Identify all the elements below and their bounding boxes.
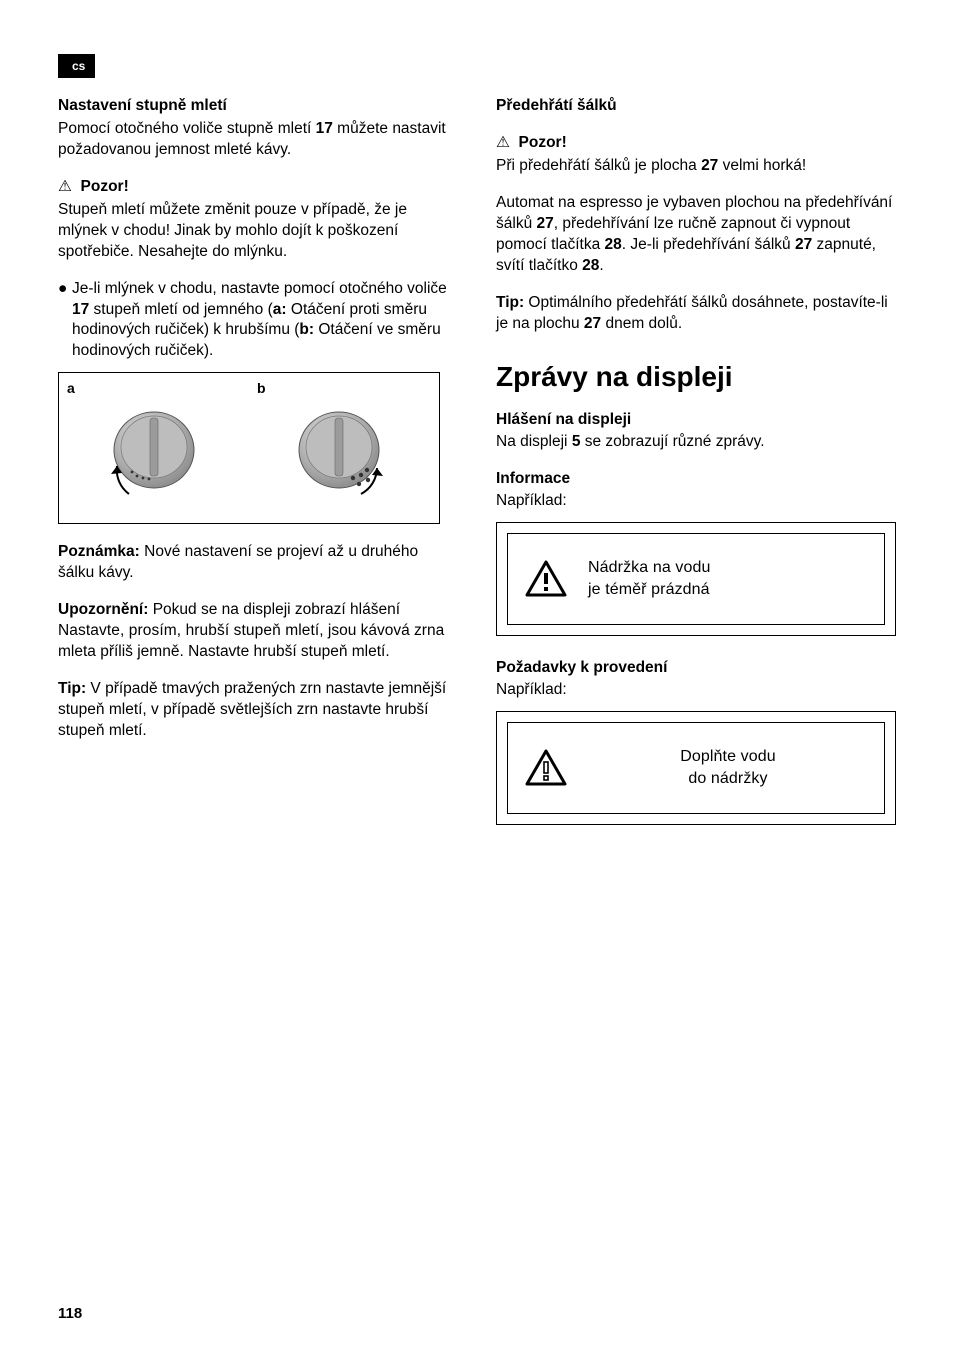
text: Při předehřátí šálků je plocha <box>496 157 701 174</box>
ref-27: 27 <box>537 215 554 232</box>
note-para: Poznámka: Nové nastavení se projeví až u… <box>58 542 458 584</box>
language-tab: cs <box>58 54 95 78</box>
warning-label: Pozor! <box>81 178 129 195</box>
knob-fine-icon <box>99 394 209 514</box>
ref-17: 17 <box>72 301 89 318</box>
text: . Je-li předehřívání šálků <box>622 236 795 253</box>
warning-text: Při předehřátí šálků je plocha 27 velmi … <box>496 156 896 177</box>
tip-label: Tip: <box>58 680 86 697</box>
line2: do nádržky <box>688 770 767 787</box>
right-column: Předehřátí šálků ⚠ Pozor! Při předehřátí… <box>496 96 896 847</box>
ref-17: 17 <box>316 120 333 137</box>
bullet-dot: ● <box>58 279 72 363</box>
figure-label-a: a <box>67 380 75 396</box>
line2: je téměř prázdná <box>588 581 710 598</box>
warning-label: Pozor! <box>519 134 567 151</box>
label-a: a: <box>273 301 287 318</box>
tip-label: Tip: <box>496 294 524 311</box>
ref-27: 27 <box>701 157 718 174</box>
text: Optimálního předehřátí šálků dosáhnete, … <box>496 294 888 332</box>
warning-icon: ⚠ <box>58 178 72 195</box>
page-number: 118 <box>58 1304 82 1324</box>
text: dnem dolů. <box>601 315 682 332</box>
req-example-label: Například: <box>496 680 896 701</box>
display-message-inner: Doplňte vodu do nádržky <box>507 722 885 814</box>
text: V případě tmavých pražených zrn nastav­t… <box>58 680 446 739</box>
section-heading-display-messages: Zprávy na displeji <box>496 358 896 396</box>
display-message-box-2: Doplňte vodu do nádržky <box>496 711 896 825</box>
warning-icon: ⚠ <box>496 134 510 151</box>
notice-label: Upozornění: <box>58 601 148 618</box>
notice-para: Upozornění: Pokud se na displeji zobrazí… <box>58 600 458 663</box>
left-para-1: Pomocí otočného voliče stupně mletí 17 m… <box>58 119 458 161</box>
figure-label-b: b <box>257 380 266 396</box>
text: Pomocí otočného voliče stupně mletí <box>58 120 316 137</box>
warning-label-row: ⚠ Pozor! <box>496 133 896 154</box>
text: Je-li mlýnek v chodu, nastavte pomocí ot… <box>72 280 447 297</box>
display-message-inner: Nádržka na vodu je téměř prázdná <box>507 533 885 625</box>
right-heading-1: Předehřátí šálků <box>496 96 896 117</box>
text: se zobrazují různé zprávy. <box>580 433 764 450</box>
line1: Doplňte vodu <box>680 748 776 765</box>
alert-outline-icon <box>524 748 568 788</box>
ref-27: 27 <box>795 236 812 253</box>
label-b: b: <box>299 321 314 338</box>
warning-label-row: ⚠ Pozor! <box>58 177 458 198</box>
right-para-2: Automat na espresso je vybaven plochou n… <box>496 193 896 277</box>
text: Na displeji <box>496 433 572 450</box>
left-column: Nastavení stupně mletí Pomocí otočného v… <box>58 96 458 847</box>
figure-b: b <box>249 373 439 523</box>
text: Pokud se na displeji zobrazí hlášení <box>148 601 400 618</box>
info-example-label: Například: <box>496 491 896 512</box>
text: . <box>599 257 603 274</box>
note-label: Poznámka: <box>58 543 140 560</box>
subheading-messages: Hlášení na displeji <box>496 410 896 431</box>
ref-28: 28 <box>582 257 599 274</box>
warning-text: Stupeň mletí můžete změnit pouze v pří­p… <box>58 200 458 263</box>
req-heading: Požadavky k provedení <box>496 658 896 679</box>
text: stupeň mletí od jem­ného ( <box>89 301 273 318</box>
display-message-box-1: Nádržka na vodu je téměř prázdná <box>496 522 896 636</box>
display-message-text: Nádržka na vodu je téměř prázdná <box>588 557 868 600</box>
text: velmi horká! <box>718 157 806 174</box>
tip-para: Tip: Optimálního předehřátí šálků dosáhn… <box>496 293 896 335</box>
figure-a: a <box>59 373 249 523</box>
bullet-text: Je-li mlýnek v chodu, nastavte pomocí ot… <box>72 279 458 363</box>
alert-icon <box>524 559 568 599</box>
tip-para: Tip: V případě tmavých pražených zrn nas… <box>58 679 458 742</box>
ref-27: 27 <box>584 315 601 332</box>
knob-coarse-icon <box>289 394 399 514</box>
messages-intro: Na displeji 5 se zobrazují různé zprávy. <box>496 432 896 453</box>
info-heading: Informace <box>496 469 896 490</box>
left-heading-1: Nastavení stupně mletí <box>58 96 458 117</box>
display-message-text: Doplňte vodu do nádržky <box>588 746 868 789</box>
line1: Nádržka na vodu <box>588 559 710 576</box>
bullet-item: ● Je-li mlýnek v chodu, nastavte pomocí … <box>58 279 458 363</box>
grind-figure: a <box>58 372 440 524</box>
display-message: Nastavte, prosím, hrubší stupeň mletí <box>58 622 319 639</box>
ref-28: 28 <box>605 236 622 253</box>
